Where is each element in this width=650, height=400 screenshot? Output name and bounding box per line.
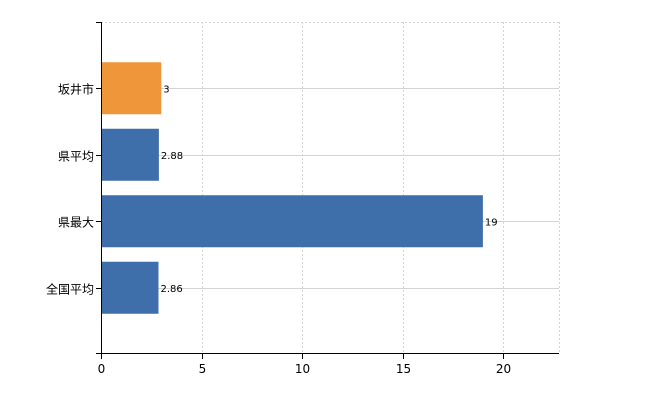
category-label: 県平均: [58, 150, 94, 164]
x-tick-label: 20: [496, 362, 511, 376]
bar-value-label: 2.88: [161, 151, 183, 162]
category-label: 県最大: [58, 216, 94, 230]
category-label: 坂井市: [58, 82, 94, 97]
x-tick-label: 0: [98, 362, 106, 376]
category-label: 全国平均: [46, 282, 94, 297]
x-tick-label: 10: [295, 362, 310, 376]
grid: [101, 22, 560, 353]
bar-value-label: 19: [485, 217, 498, 228]
bar-3: [101, 261, 159, 314]
data-labels: 3 2.88 19 2.86: [160, 84, 497, 295]
bars: [101, 62, 483, 314]
bar-2: [101, 195, 483, 248]
x-tick-label: 5: [199, 362, 207, 376]
bar-value-label: 2.86: [160, 284, 182, 295]
bar-1: [101, 128, 159, 181]
bar-value-label: 3: [163, 84, 169, 95]
bar-0: [101, 62, 162, 115]
x-tick-label: 15: [396, 362, 411, 376]
